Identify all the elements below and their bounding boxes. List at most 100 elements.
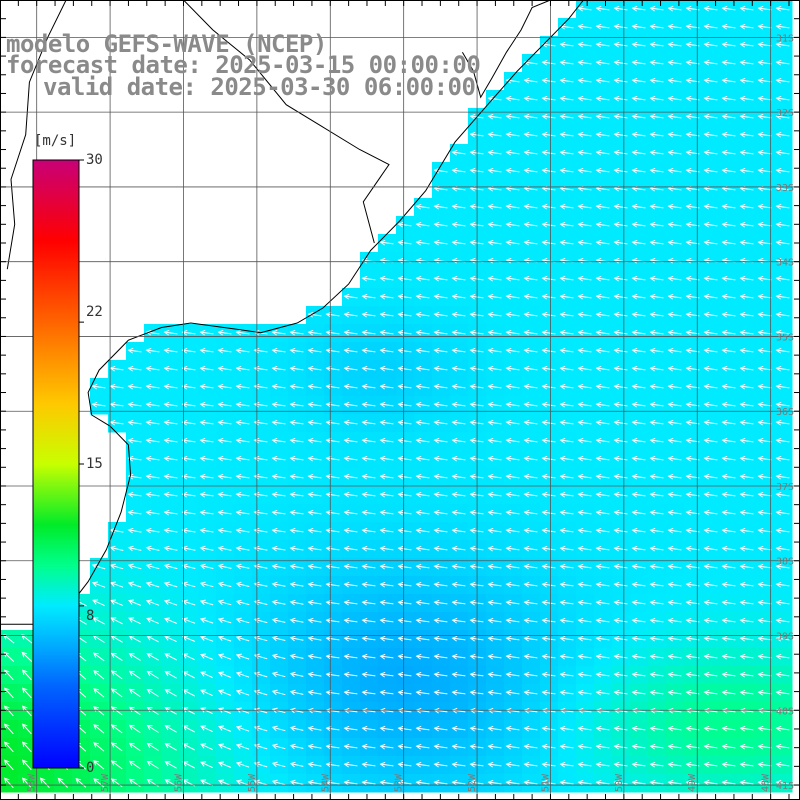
wind-arrow (775, 455, 790, 462)
wind-arrow (307, 311, 322, 318)
wind-arrow (595, 221, 610, 228)
wind-arrow (164, 689, 177, 697)
wind-arrow (721, 527, 736, 534)
wind-arrow (577, 653, 592, 660)
wind-arrow (199, 599, 214, 606)
wind-arrow (595, 95, 610, 102)
wind-arrow (595, 725, 610, 732)
wind-arrow (721, 581, 736, 588)
wind-arrow (163, 527, 178, 534)
wind-arrow (703, 689, 718, 696)
wind-arrow (541, 203, 556, 210)
wind-arrow (703, 635, 718, 642)
wind-arrow (577, 41, 592, 48)
border-line (183, 0, 390, 244)
wind-arrow (397, 293, 412, 300)
wind-arrow (631, 239, 646, 246)
wind-arrow (163, 383, 178, 390)
wind-arrow (577, 329, 592, 336)
wind-arrow (775, 203, 790, 210)
wind-arrow (397, 311, 412, 318)
wind-arrow (235, 545, 250, 552)
wind-arrow (325, 779, 340, 786)
wind-arrow (289, 455, 304, 462)
wind-arrow (487, 239, 502, 246)
wind-arrow (559, 743, 574, 750)
wind-arrow (721, 311, 736, 318)
wind-arrow (649, 275, 664, 282)
wind-arrow (541, 581, 556, 588)
wind-arrow (775, 419, 790, 426)
wind-arrow (613, 221, 628, 228)
wind-arrow (721, 779, 736, 786)
wind-arrow (235, 437, 250, 444)
wind-arrow (631, 149, 646, 156)
wind-arrow (757, 95, 772, 102)
wind-arrow (757, 383, 772, 390)
wind-arrow (361, 779, 376, 786)
wind-arrow (379, 509, 394, 516)
wind-arrow (343, 545, 358, 552)
wind-arrow (200, 707, 214, 715)
wind-arrow (649, 149, 664, 156)
wind-arrow (200, 671, 214, 679)
wind-arrow (145, 419, 160, 426)
wind-arrow (703, 401, 718, 408)
wind-arrow (775, 635, 790, 642)
wind-arrow (109, 419, 124, 426)
wind-arrow (649, 599, 664, 606)
wind-arrow (667, 545, 682, 552)
wind-arrow (343, 455, 358, 462)
wind-arrow (433, 365, 448, 372)
wind-arrow (505, 347, 520, 354)
lat-label: 35S (776, 332, 794, 343)
wind-arrow (649, 437, 664, 444)
wind-arrow (775, 383, 790, 390)
wind-arrow (343, 671, 358, 678)
wind-arrow (415, 401, 430, 408)
wind-arrow (181, 545, 196, 552)
wind-arrow (739, 221, 754, 228)
wind-arrow (379, 635, 394, 642)
wind-arrow (721, 365, 736, 372)
wind-arrow (739, 95, 754, 102)
wind-arrow (343, 563, 358, 570)
wind-arrow (307, 491, 322, 498)
wind-arrow (415, 329, 430, 336)
wind-arrow (577, 95, 592, 102)
wind-arrow (361, 509, 376, 516)
wind-arrow (343, 329, 358, 336)
wind-arrow (361, 635, 376, 642)
wind-arrow (703, 617, 718, 624)
wind-arrow (146, 617, 160, 625)
wind-arrow (757, 131, 772, 138)
wind-arrow (703, 599, 718, 606)
wind-arrow (739, 653, 754, 660)
wind-arrow (397, 617, 412, 624)
wind-arrow (721, 347, 736, 354)
wind-arrow (703, 293, 718, 300)
wind-arrow (361, 761, 376, 768)
wind-arrow (93, 760, 105, 770)
wind-arrow (631, 419, 646, 426)
wind-arrow (595, 509, 610, 516)
wind-arrow (433, 545, 448, 552)
wind-arrow (289, 761, 304, 768)
wind-arrow (199, 635, 214, 642)
wind-arrow (343, 617, 358, 624)
wind-arrow (775, 347, 790, 354)
wind-arrow (559, 347, 574, 354)
wind-arrow (307, 599, 322, 606)
wind-arrow (721, 599, 736, 606)
wind-arrow (343, 527, 358, 534)
wind-arrow (613, 563, 628, 570)
wind-arrow (541, 365, 556, 372)
wind-arrow (631, 59, 646, 66)
lagoa-dos-patos (461, 0, 551, 99)
wind-arrow (775, 563, 790, 570)
wind-arrow (613, 419, 628, 426)
wind-arrow (541, 743, 556, 750)
wind-arrow (487, 545, 502, 552)
lat-label: 37S (776, 482, 794, 493)
wind-arrow (577, 419, 592, 426)
